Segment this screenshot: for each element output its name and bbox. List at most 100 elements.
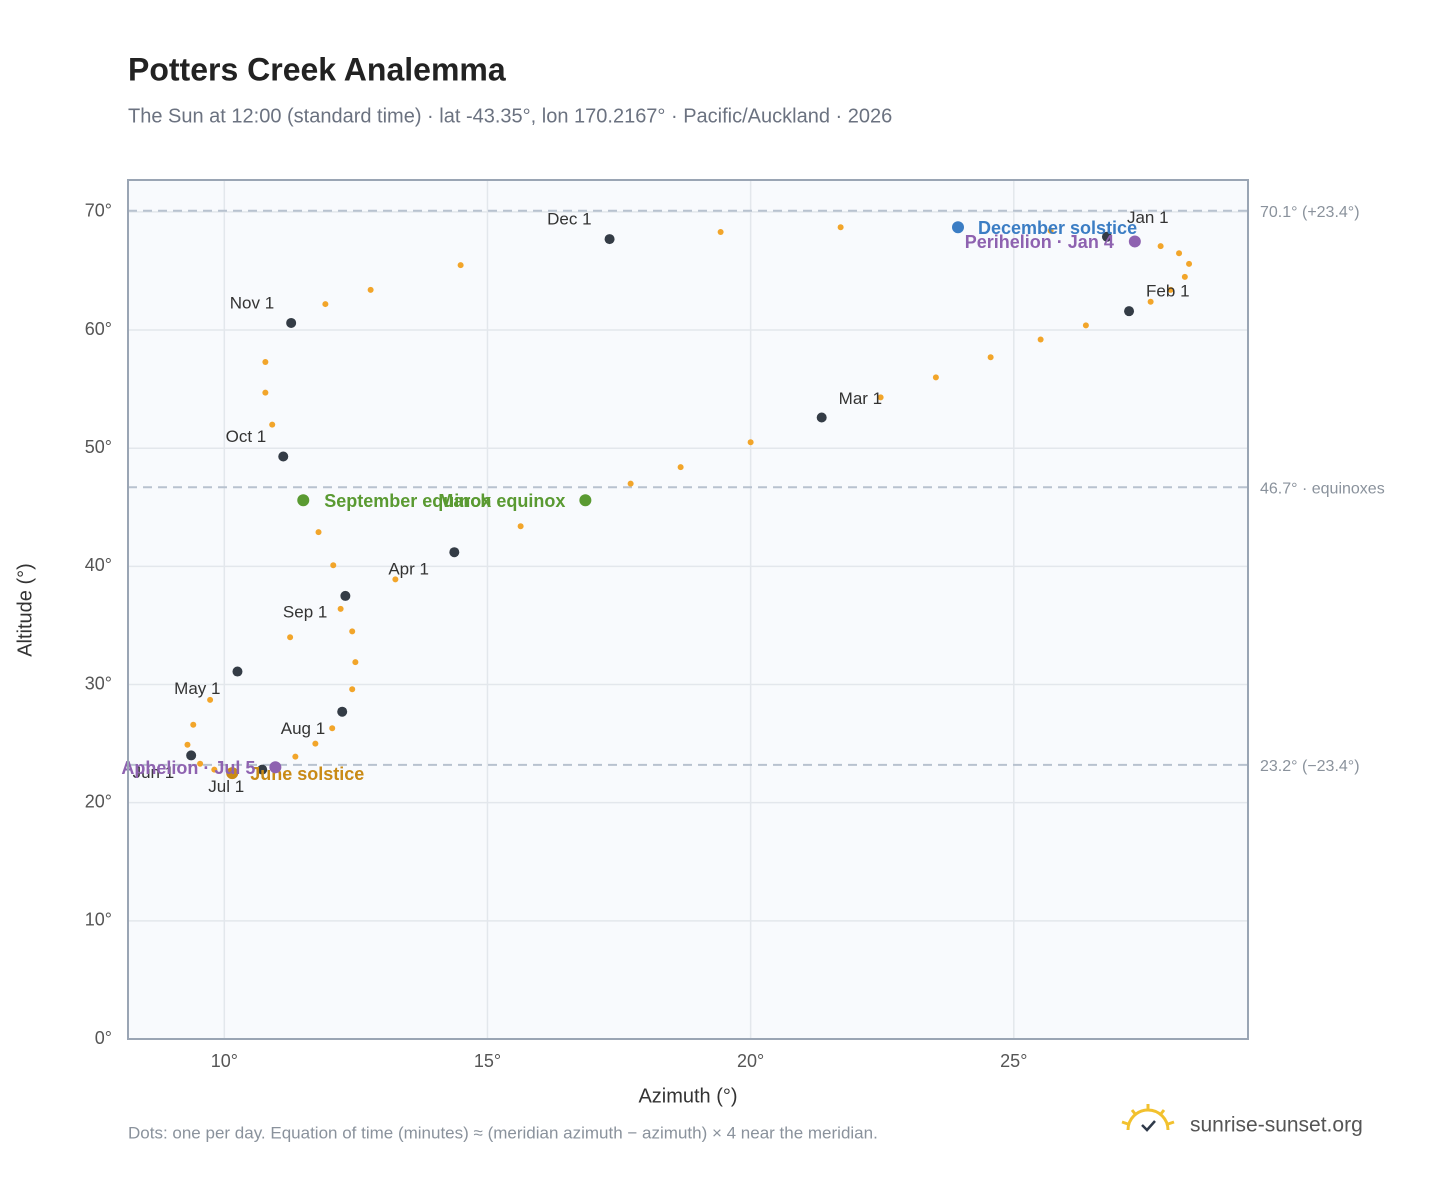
daily-dot xyxy=(329,725,336,732)
event-marker xyxy=(226,767,239,780)
event-label: Aphelion · Jul 5 xyxy=(121,758,255,778)
daily-dot xyxy=(392,576,399,583)
daily-dot xyxy=(987,354,994,361)
y-axis-title: Altitude (°) xyxy=(14,563,36,657)
daily-dot xyxy=(932,374,939,381)
daily-dot xyxy=(1167,286,1174,293)
y-tick-label: 60° xyxy=(85,319,112,339)
daily-dot xyxy=(1176,250,1183,257)
month-marker xyxy=(286,317,297,328)
daily-dot xyxy=(190,721,197,728)
y-tick-label: 70° xyxy=(85,201,112,221)
daily-dot xyxy=(1147,298,1154,305)
reference-label: 23.2° (−23.4°) xyxy=(1260,758,1360,775)
event-marker xyxy=(579,494,592,507)
daily-dot xyxy=(330,562,337,569)
event-label: Perihelion · Jan 4 xyxy=(965,232,1114,252)
month-label: Jul 1 xyxy=(208,777,244,796)
daily-dot xyxy=(315,529,322,536)
daily-dot xyxy=(337,605,344,612)
daily-dot xyxy=(184,741,191,748)
daily-dot xyxy=(1082,322,1089,329)
plot-layer: Jan 1 Feb 1 Mar 1 Apr 1 May 1 Jun 1 Jul 1 Aug 1… xyxy=(121,180,1248,1040)
event-marker xyxy=(297,494,310,507)
brand-logo xyxy=(1121,1104,1175,1132)
month-label: Apr 1 xyxy=(388,560,429,579)
month-label: Jun 1 xyxy=(133,763,175,782)
x-tick-label: 10° xyxy=(211,1051,238,1071)
y-tick-label: 30° xyxy=(85,673,112,693)
month-marker xyxy=(337,706,348,717)
month-label: Oct 1 xyxy=(226,427,267,446)
x-axis-title: Azimuth (°) xyxy=(638,1085,737,1107)
plot-background xyxy=(128,180,1248,1039)
daily-dot xyxy=(262,389,269,396)
month-label: Feb 1 xyxy=(1146,282,1189,301)
y-tick-label: 10° xyxy=(85,910,112,930)
daily-dot xyxy=(517,523,524,530)
month-marker xyxy=(257,764,268,775)
month-label: Mar 1 xyxy=(839,389,882,408)
x-tick-label: 25° xyxy=(1000,1051,1027,1071)
month-marker xyxy=(604,234,615,245)
x-tick-label: 20° xyxy=(737,1051,764,1071)
daily-dot xyxy=(837,224,844,231)
daily-dot xyxy=(349,686,356,693)
daily-dot xyxy=(352,659,359,666)
daily-dot xyxy=(287,634,294,641)
month-label: Nov 1 xyxy=(230,293,274,312)
event-label: September equinox xyxy=(324,491,491,511)
reference-label: 46.7° · equinoxes xyxy=(1260,480,1385,497)
month-marker xyxy=(1124,306,1135,317)
daily-dot xyxy=(1186,260,1193,267)
daily-dot xyxy=(1047,227,1054,234)
event-label: March equinox xyxy=(438,491,565,511)
month-marker xyxy=(449,547,460,558)
daily-dot xyxy=(262,358,269,365)
y-tick-label: 20° xyxy=(85,791,112,811)
month-marker xyxy=(186,750,197,761)
x-tick-label: 15° xyxy=(474,1051,501,1071)
daily-dot xyxy=(747,439,754,446)
daily-dot xyxy=(197,760,204,767)
daily-dot xyxy=(877,394,884,401)
daily-dot xyxy=(677,464,684,471)
month-marker xyxy=(278,451,289,462)
event-label: December solstice xyxy=(978,218,1137,238)
daily-dot xyxy=(627,480,634,487)
month-marker xyxy=(816,412,827,423)
daily-dot xyxy=(211,766,218,773)
month-marker xyxy=(340,590,351,601)
chart-subtitle: The Sun at 12:00 (standard time) · lat -… xyxy=(128,105,892,127)
daily-dot xyxy=(269,421,276,428)
brand-name: sunrise-sunset.org xyxy=(1190,1114,1363,1137)
daily-dot xyxy=(1181,273,1188,280)
chart-title: Potters Creek Analemma xyxy=(128,51,506,87)
daily-dot xyxy=(367,286,374,293)
daily-dot xyxy=(1037,336,1044,343)
daily-dot xyxy=(717,228,724,235)
month-label: Aug 1 xyxy=(281,719,325,738)
month-label: May 1 xyxy=(174,679,220,698)
daily-dot xyxy=(292,753,299,760)
daily-dot xyxy=(349,628,356,635)
event-marker xyxy=(1128,235,1141,248)
daily-dot xyxy=(1157,243,1164,250)
daily-dot xyxy=(322,301,329,308)
y-tick-label: 50° xyxy=(85,437,112,457)
reference-label: 70.1° (+23.4°) xyxy=(1260,204,1360,221)
month-label: Jan 1 xyxy=(1127,208,1169,227)
footnote: Dots: one per day. Equation of time (min… xyxy=(128,1123,878,1142)
daily-dot xyxy=(207,696,214,703)
month-marker xyxy=(1101,231,1112,242)
event-label: June solstice xyxy=(250,764,364,784)
y-tick-label: 40° xyxy=(85,555,112,575)
event-marker xyxy=(269,761,282,774)
month-label: Dec 1 xyxy=(547,210,591,229)
y-tick-label: 0° xyxy=(95,1028,112,1048)
month-label: Sep 1 xyxy=(283,602,327,621)
daily-dot xyxy=(312,740,319,747)
event-marker xyxy=(952,221,964,234)
month-marker xyxy=(232,666,243,677)
